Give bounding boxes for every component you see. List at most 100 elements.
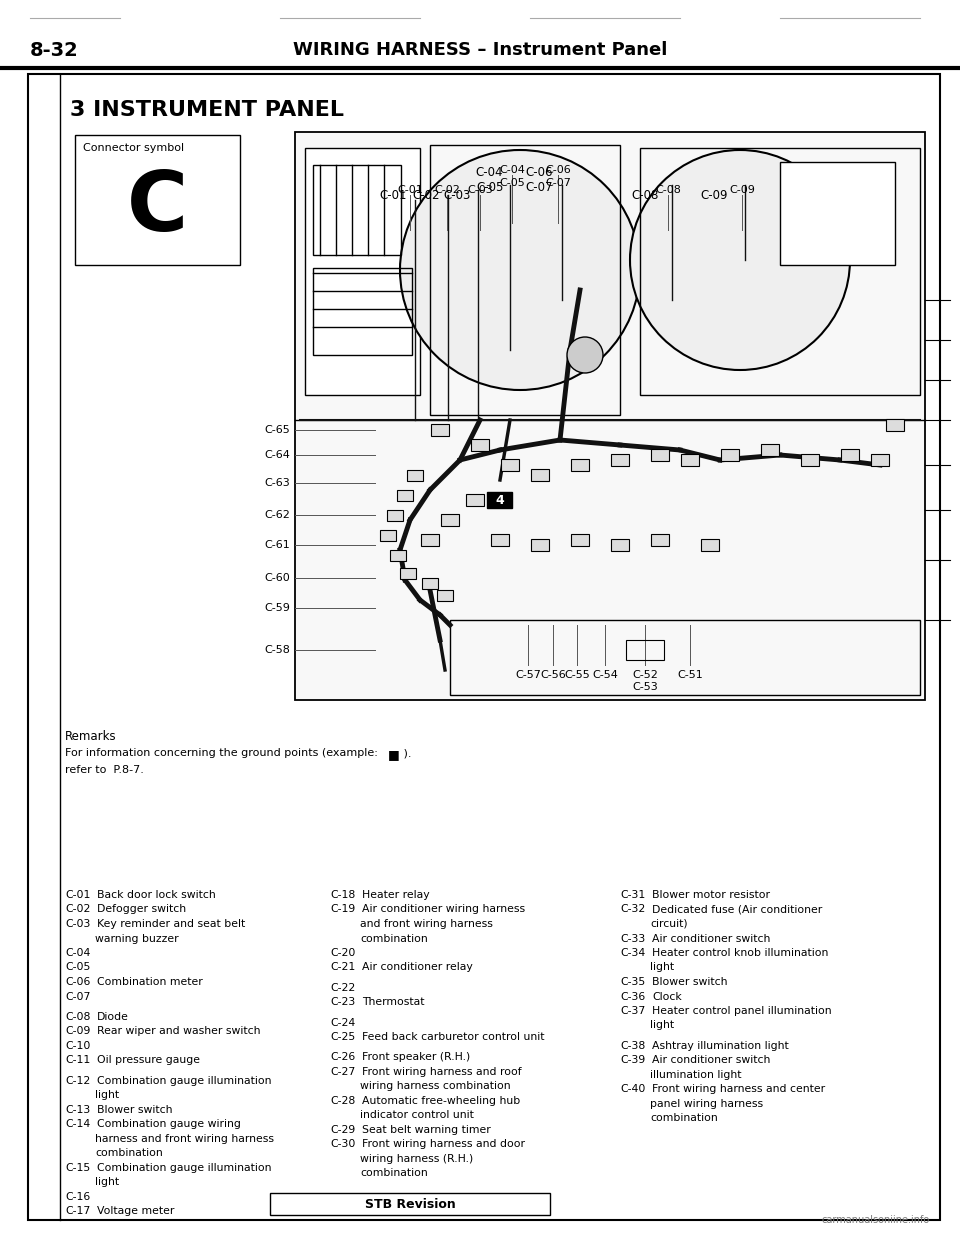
Text: Back door lock switch: Back door lock switch <box>97 889 216 899</box>
Text: indicator control unit: indicator control unit <box>360 1111 474 1121</box>
Text: Voltage meter: Voltage meter <box>97 1207 175 1217</box>
Bar <box>295 132 925 700</box>
Circle shape <box>567 337 603 373</box>
Text: Blower motor resistor: Blower motor resistor <box>652 889 770 899</box>
Text: C-59: C-59 <box>264 603 290 613</box>
Text: For information concerning the ground points (example:: For information concerning the ground po… <box>65 748 385 758</box>
Text: C-07: C-07 <box>526 182 553 194</box>
Text: C-27: C-27 <box>330 1067 355 1077</box>
Text: carmanualsoniine.info: carmanualsoniine.info <box>822 1215 930 1225</box>
Text: combination: combination <box>360 1168 428 1178</box>
Text: C-25: C-25 <box>330 1033 355 1042</box>
Text: Front speaker (R.H.): Front speaker (R.H.) <box>362 1052 470 1062</box>
Text: C-34: C-34 <box>620 948 645 958</box>
Bar <box>313 267 412 355</box>
Text: light: light <box>95 1090 119 1100</box>
Text: C-13: C-13 <box>65 1105 90 1115</box>
Bar <box>871 454 889 466</box>
Bar <box>681 454 699 466</box>
Text: C-60: C-60 <box>264 573 290 583</box>
Text: C-21: C-21 <box>330 963 355 973</box>
Text: C-17: C-17 <box>65 1207 90 1217</box>
Text: Air conditioner switch: Air conditioner switch <box>652 933 770 943</box>
Text: C-07: C-07 <box>545 178 571 188</box>
Bar <box>397 489 413 500</box>
Bar <box>466 494 484 506</box>
Bar <box>441 514 459 526</box>
Bar <box>75 136 240 265</box>
Bar <box>422 577 438 588</box>
Text: C-23: C-23 <box>330 998 355 1008</box>
Bar <box>651 534 669 546</box>
Text: C-03: C-03 <box>444 189 470 202</box>
Text: C-63: C-63 <box>264 478 290 488</box>
Text: Combination gauge wiring: Combination gauge wiring <box>97 1120 241 1130</box>
Text: Blower switch: Blower switch <box>652 977 728 986</box>
Text: C-58: C-58 <box>264 644 290 656</box>
Text: C-07: C-07 <box>65 991 90 1001</box>
Text: 3 INSTRUMENT PANEL: 3 INSTRUMENT PANEL <box>70 100 344 119</box>
Text: C-06: C-06 <box>545 165 571 175</box>
Text: light: light <box>95 1177 119 1187</box>
Text: C-56: C-56 <box>540 671 565 680</box>
Text: Rear wiper and washer switch: Rear wiper and washer switch <box>97 1026 260 1036</box>
Text: C-03: C-03 <box>65 919 90 929</box>
Text: C-02: C-02 <box>413 189 440 202</box>
Text: C-31: C-31 <box>620 889 645 899</box>
Text: Heater control knob illumination: Heater control knob illumination <box>652 948 828 958</box>
Circle shape <box>630 151 850 369</box>
Text: C-16: C-16 <box>65 1192 90 1202</box>
Text: C-03: C-03 <box>468 185 492 195</box>
Text: C-20: C-20 <box>330 948 355 958</box>
Bar <box>780 162 895 265</box>
Text: C-28: C-28 <box>330 1096 355 1106</box>
Text: combination: combination <box>95 1148 163 1158</box>
Text: harness and front wiring harness: harness and front wiring harness <box>95 1133 274 1143</box>
Text: C-54: C-54 <box>592 671 618 680</box>
Text: C-62: C-62 <box>264 510 290 520</box>
Text: C-08: C-08 <box>655 185 681 195</box>
Text: Automatic free-wheeling hub: Automatic free-wheeling hub <box>362 1096 520 1106</box>
Text: C-09: C-09 <box>701 189 728 202</box>
Bar <box>390 550 406 561</box>
Text: C-29: C-29 <box>330 1125 355 1135</box>
Text: C-32: C-32 <box>620 904 645 914</box>
Bar <box>611 454 629 466</box>
Text: combination: combination <box>360 933 428 943</box>
Text: C-55: C-55 <box>564 671 589 680</box>
Bar <box>407 469 423 480</box>
Text: C-33: C-33 <box>620 933 645 943</box>
Text: Feed back carburetor control unit: Feed back carburetor control unit <box>362 1033 544 1042</box>
Text: C-24: C-24 <box>330 1018 355 1028</box>
Text: C-57: C-57 <box>516 671 540 680</box>
Text: 8-32: 8-32 <box>30 41 79 60</box>
Text: ■: ■ <box>388 748 399 761</box>
Bar <box>571 459 589 471</box>
Bar <box>313 165 401 255</box>
Text: C-09: C-09 <box>65 1026 90 1036</box>
Text: C-40: C-40 <box>620 1085 645 1095</box>
Text: Air conditioner wiring harness: Air conditioner wiring harness <box>362 904 525 914</box>
Bar <box>501 459 519 471</box>
Text: C-37: C-37 <box>620 1006 645 1016</box>
Text: Ashtray illumination light: Ashtray illumination light <box>652 1041 789 1051</box>
Circle shape <box>400 151 640 391</box>
Bar <box>450 620 920 695</box>
Bar <box>640 148 920 396</box>
Text: C-36: C-36 <box>620 991 645 1001</box>
Bar <box>487 491 512 508</box>
Text: C-14: C-14 <box>65 1120 90 1130</box>
Bar <box>721 449 739 462</box>
Bar <box>430 146 620 415</box>
Text: C-53: C-53 <box>632 682 658 692</box>
Text: Heater relay: Heater relay <box>362 889 430 899</box>
Bar <box>305 148 420 396</box>
Text: C-22: C-22 <box>330 983 355 993</box>
Text: Diode: Diode <box>97 1011 129 1021</box>
Text: C-02: C-02 <box>65 904 90 914</box>
Text: wiring harness combination: wiring harness combination <box>360 1081 511 1091</box>
Text: C-05: C-05 <box>65 963 90 973</box>
Text: C-10: C-10 <box>65 1041 90 1051</box>
Text: C-19: C-19 <box>330 904 355 914</box>
Bar <box>801 454 819 466</box>
